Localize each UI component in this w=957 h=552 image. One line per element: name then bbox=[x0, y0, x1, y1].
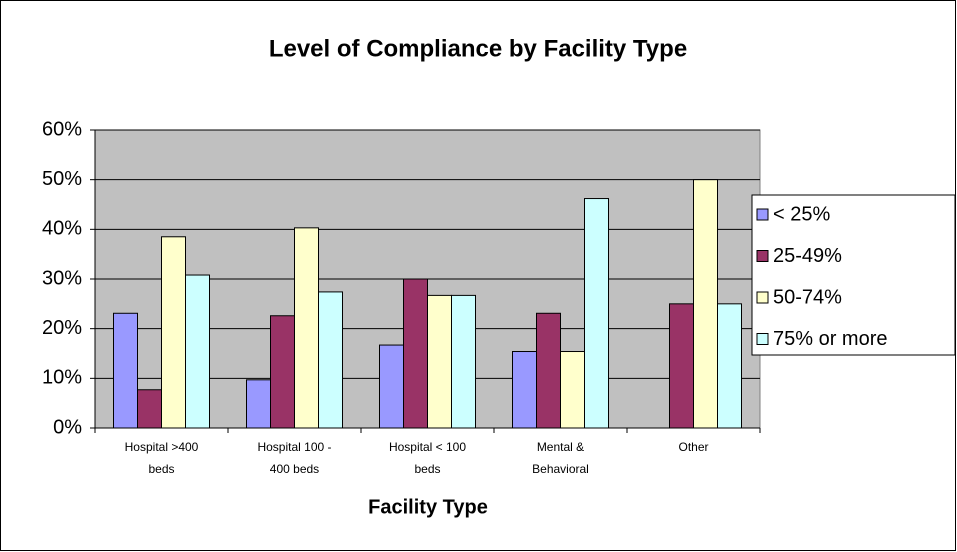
legend-label: < 25% bbox=[773, 203, 830, 225]
y-tick-label: 50% bbox=[42, 168, 82, 190]
x-tick-label: Hospital >400 bbox=[125, 440, 199, 454]
y-tick-label: 30% bbox=[42, 267, 82, 289]
y-tick-label: 20% bbox=[42, 317, 82, 339]
x-tick-label: beds bbox=[148, 462, 174, 476]
y-tick-label: 40% bbox=[42, 218, 82, 240]
bar bbox=[584, 198, 609, 429]
bar bbox=[560, 351, 585, 429]
legend-label: 50-74% bbox=[773, 286, 842, 308]
bar bbox=[270, 315, 295, 429]
bar bbox=[137, 389, 162, 429]
bar bbox=[536, 312, 561, 429]
bar bbox=[427, 294, 452, 429]
legend-box bbox=[751, 194, 956, 356]
bar bbox=[161, 236, 186, 429]
bar bbox=[246, 379, 271, 429]
bar bbox=[669, 303, 694, 429]
x-axis-title: Facility Type bbox=[368, 496, 488, 518]
bar bbox=[451, 294, 476, 429]
bar bbox=[379, 344, 404, 429]
bar bbox=[318, 291, 343, 429]
y-tick-label: 0% bbox=[53, 416, 82, 438]
y-tick-label: 60% bbox=[42, 118, 82, 140]
x-tick-label: beds bbox=[414, 462, 440, 476]
bar bbox=[185, 274, 210, 429]
chart-title: Level of Compliance by Facility Type bbox=[269, 35, 687, 62]
x-tick-label: Hospital < 100 bbox=[389, 440, 466, 454]
bar bbox=[717, 303, 742, 429]
bar bbox=[403, 278, 428, 429]
y-tick-label: 10% bbox=[42, 367, 82, 389]
x-tick-label: Mental & bbox=[537, 440, 584, 454]
x-tick-label: Hospital 100 - bbox=[257, 440, 331, 454]
bar bbox=[512, 351, 537, 429]
x-tick-label: Other bbox=[678, 440, 708, 454]
legend-swatch bbox=[756, 333, 769, 345]
legend-swatch bbox=[756, 208, 769, 221]
bar bbox=[693, 179, 718, 429]
legend-label: 25-49% bbox=[773, 245, 842, 267]
legend-swatch bbox=[756, 250, 769, 262]
legend-swatch bbox=[756, 291, 769, 304]
bar bbox=[113, 312, 138, 429]
bar bbox=[294, 227, 319, 429]
x-tick-label: 400 beds bbox=[270, 462, 319, 476]
legend-label: 75% or more bbox=[773, 328, 888, 350]
x-tick-label: Behavioral bbox=[532, 462, 589, 476]
